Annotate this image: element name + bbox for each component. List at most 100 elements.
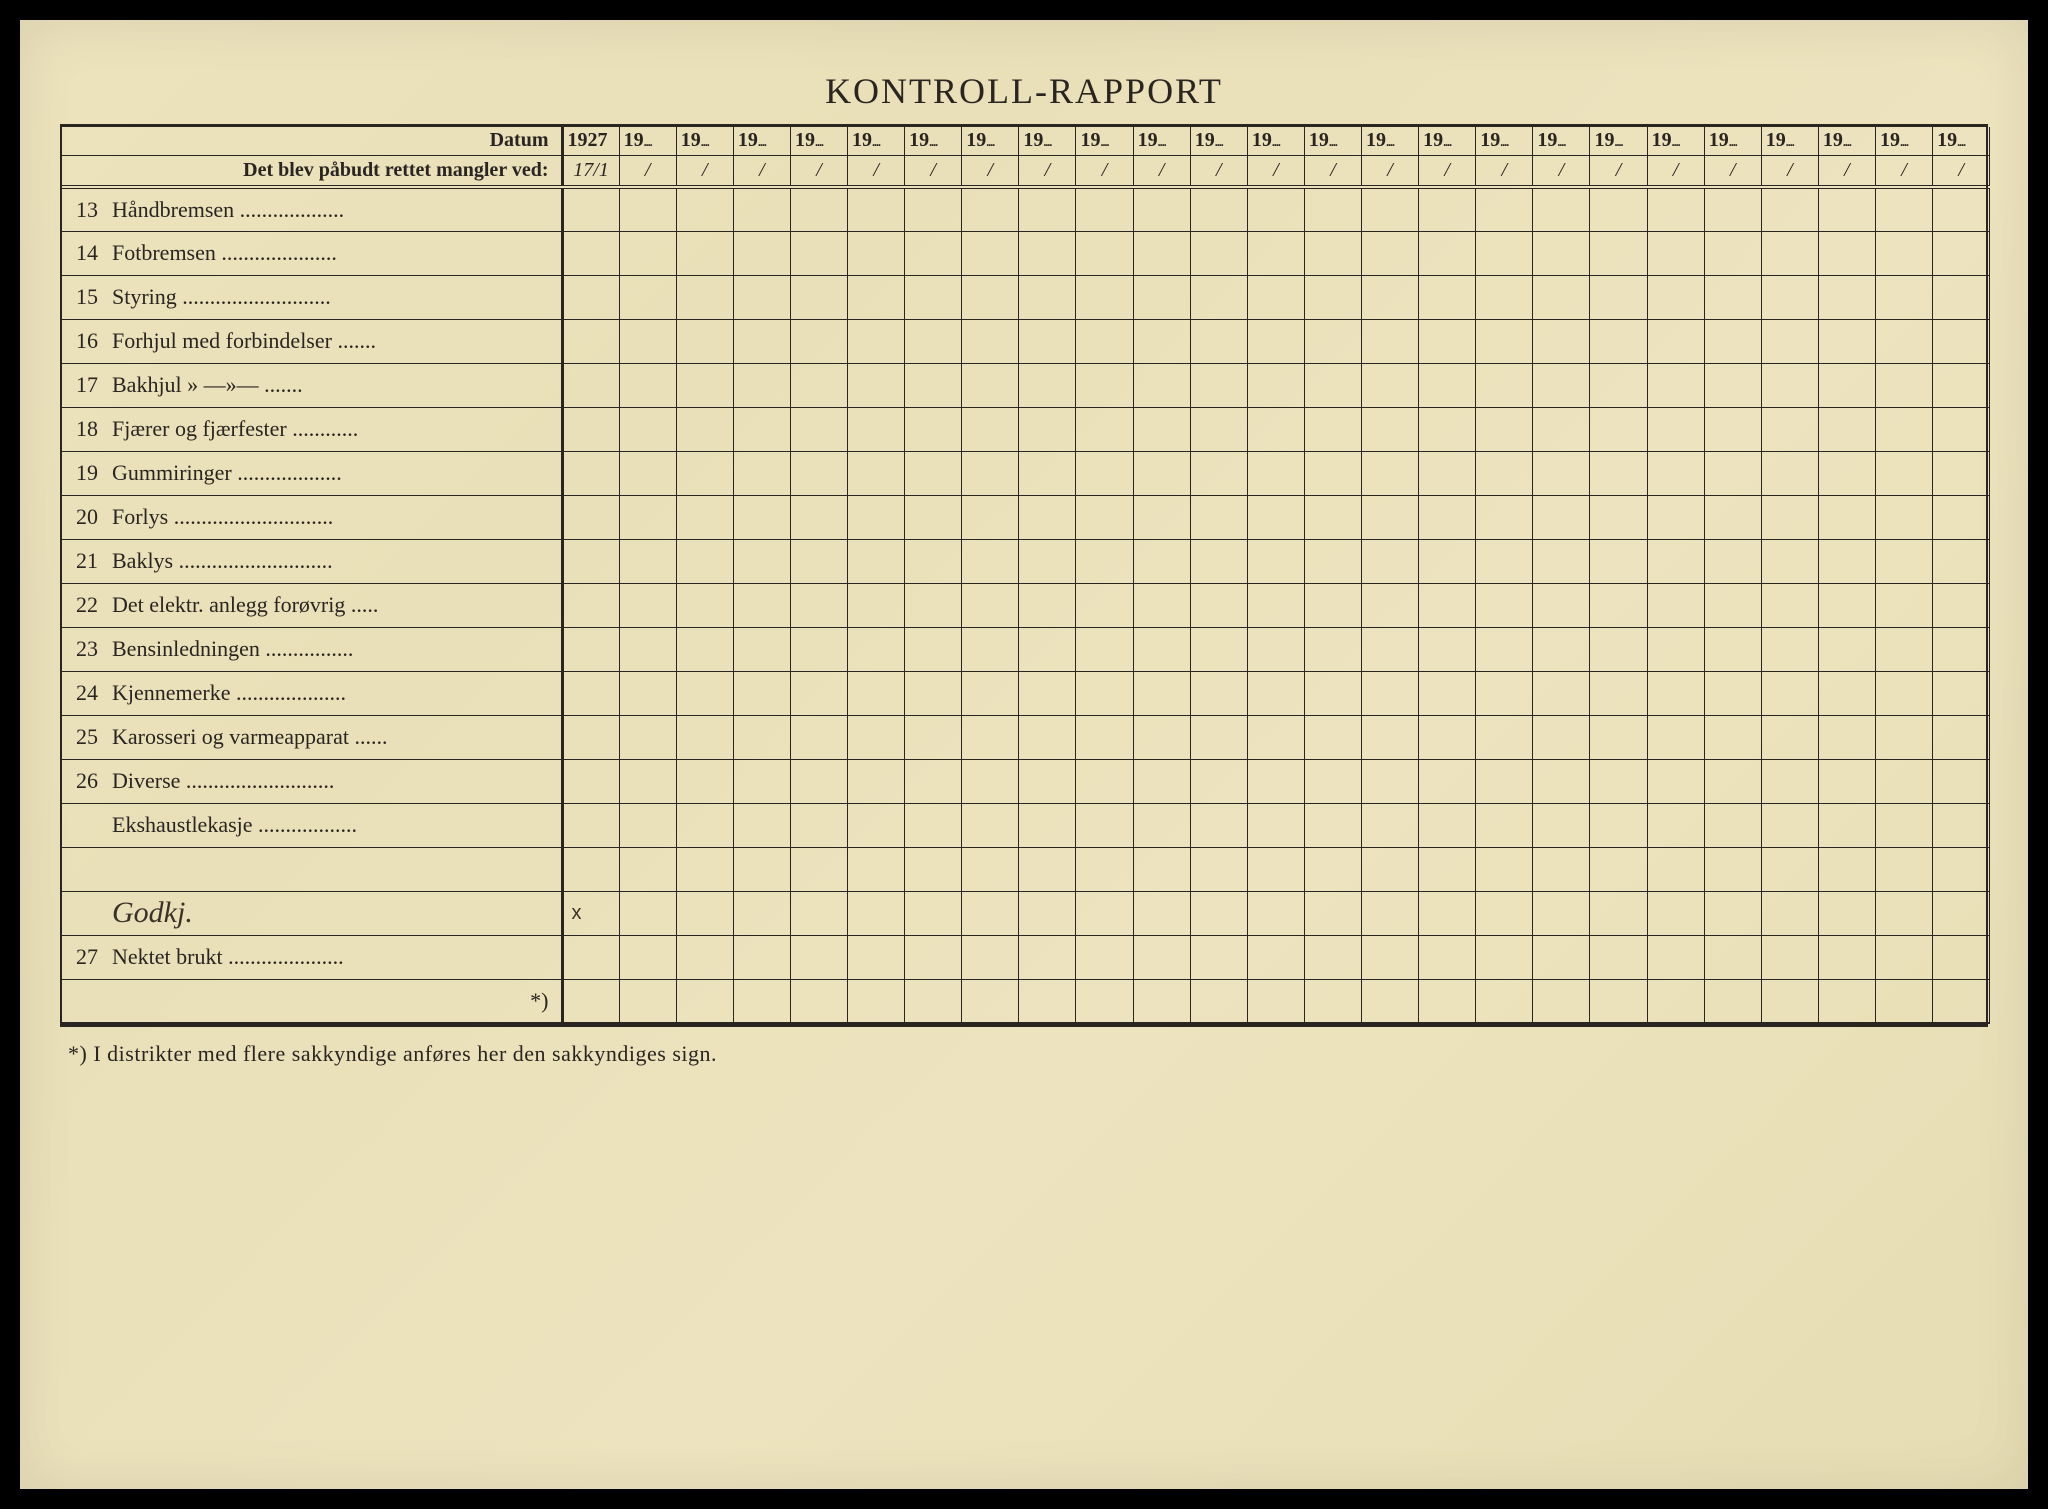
grid-cell: [1533, 187, 1590, 231]
grid-cell: [1590, 275, 1647, 319]
grid-cell: [1876, 979, 1933, 1023]
grid-cell: [1362, 407, 1419, 451]
grid-cell: [1304, 539, 1361, 583]
grid-cell: [1818, 671, 1875, 715]
grid-cell: [1647, 451, 1704, 495]
grid-cell: [1076, 847, 1133, 891]
grid-cell: [733, 187, 790, 231]
grid-cell: [1590, 583, 1647, 627]
grid-cell: [1818, 495, 1875, 539]
row-description: Nektet brukt .....................: [112, 944, 553, 970]
grid-cell: [1133, 891, 1190, 935]
grid-cell: [1019, 319, 1076, 363]
row-label-cell: 27Nektet brukt .....................: [62, 935, 562, 979]
grid-cell: [790, 539, 847, 583]
grid-cell: [848, 407, 905, 451]
table-row: 20Forlys .............................: [62, 495, 1990, 539]
grid-cell: [790, 187, 847, 231]
grid-cell: [1076, 319, 1133, 363]
grid-cell: [1476, 187, 1533, 231]
grid-cell: [1247, 847, 1304, 891]
grid-cell: [962, 407, 1019, 451]
grid-cell: [1818, 363, 1875, 407]
grid-cell: [562, 671, 619, 715]
grid-cell: [1761, 407, 1818, 451]
grid-cell: [1419, 671, 1476, 715]
grid-cell: [1876, 319, 1933, 363]
grid-cell: [676, 627, 733, 671]
grid-cell: [1019, 803, 1076, 847]
date-header-4: /: [790, 155, 847, 187]
grid-cell: [848, 495, 905, 539]
grid-cell: [1019, 671, 1076, 715]
grid-cell: [733, 627, 790, 671]
grid-cell: [1876, 891, 1933, 935]
table-row: 13Håndbremsen ...................: [62, 187, 1990, 231]
grid-cell: [1476, 275, 1533, 319]
grid-cell: [1247, 627, 1304, 671]
grid-cell: [619, 847, 676, 891]
row-description: Baklys ............................: [112, 548, 553, 574]
year-header-11: 19....: [1190, 127, 1247, 155]
grid-cell: [1419, 495, 1476, 539]
year-header-8: 19....: [1019, 127, 1076, 155]
grid-cell: [905, 979, 962, 1023]
grid-cell: [1704, 319, 1761, 363]
grid-cell: [676, 319, 733, 363]
grid-cell: [962, 451, 1019, 495]
grid-cell: [1933, 363, 1990, 407]
grid-cell: [1362, 187, 1419, 231]
row-description: Gummiringer ...................: [112, 460, 553, 486]
grid-cell: [1247, 715, 1304, 759]
document-page: KONTROLL-RAPPORT Datum192719....19....19…: [20, 20, 2028, 1489]
grid-cell: [1704, 495, 1761, 539]
grid-cell: [619, 451, 676, 495]
grid-cell: [1076, 583, 1133, 627]
grid-cell: [1533, 671, 1590, 715]
grid-cell: [1133, 803, 1190, 847]
date-header-22: /: [1818, 155, 1875, 187]
grid-cell: [1818, 583, 1875, 627]
grid-cell: [1533, 847, 1590, 891]
grid-cell: [733, 759, 790, 803]
grid-cell: [1590, 979, 1647, 1023]
grid-cell: [905, 187, 962, 231]
grid-cell: [562, 627, 619, 671]
grid-cell: [1876, 671, 1933, 715]
grid-cell: [1419, 187, 1476, 231]
row-label-cell: Godkj.: [62, 891, 562, 935]
grid-cell: [1019, 231, 1076, 275]
grid-cell: [1933, 671, 1990, 715]
grid-cell: [1362, 759, 1419, 803]
date-header-18: /: [1590, 155, 1647, 187]
grid-cell: [733, 847, 790, 891]
grid-cell: [1076, 363, 1133, 407]
grid-cell: [1076, 495, 1133, 539]
grid-cell: [1933, 451, 1990, 495]
grid-cell: [1076, 451, 1133, 495]
grid-cell: [1304, 935, 1361, 979]
grid-cell: [1933, 407, 1990, 451]
year-header-2: 19....: [676, 127, 733, 155]
date-header-14: /: [1362, 155, 1419, 187]
grid-cell: [1076, 187, 1133, 231]
grid-cell: [1133, 715, 1190, 759]
grid-cell: [562, 187, 619, 231]
grid-cell: [733, 671, 790, 715]
grid-cell: [619, 935, 676, 979]
date-header-13: /: [1304, 155, 1361, 187]
year-header-18: 19....: [1590, 127, 1647, 155]
grid-cell: [676, 495, 733, 539]
grid-cell: [1419, 979, 1476, 1023]
row-description: Forhjul med forbindelser .......: [112, 328, 553, 354]
grid-cell: [733, 583, 790, 627]
grid-cell: [1304, 451, 1361, 495]
grid-cell: [1247, 231, 1304, 275]
grid-cell: [1476, 803, 1533, 847]
grid-cell: [790, 363, 847, 407]
grid-cell: [1019, 627, 1076, 671]
grid-cell: [1647, 891, 1704, 935]
row-description: Forlys .............................: [112, 504, 553, 530]
grid-cell: [1190, 671, 1247, 715]
grid-cell: [1247, 979, 1304, 1023]
